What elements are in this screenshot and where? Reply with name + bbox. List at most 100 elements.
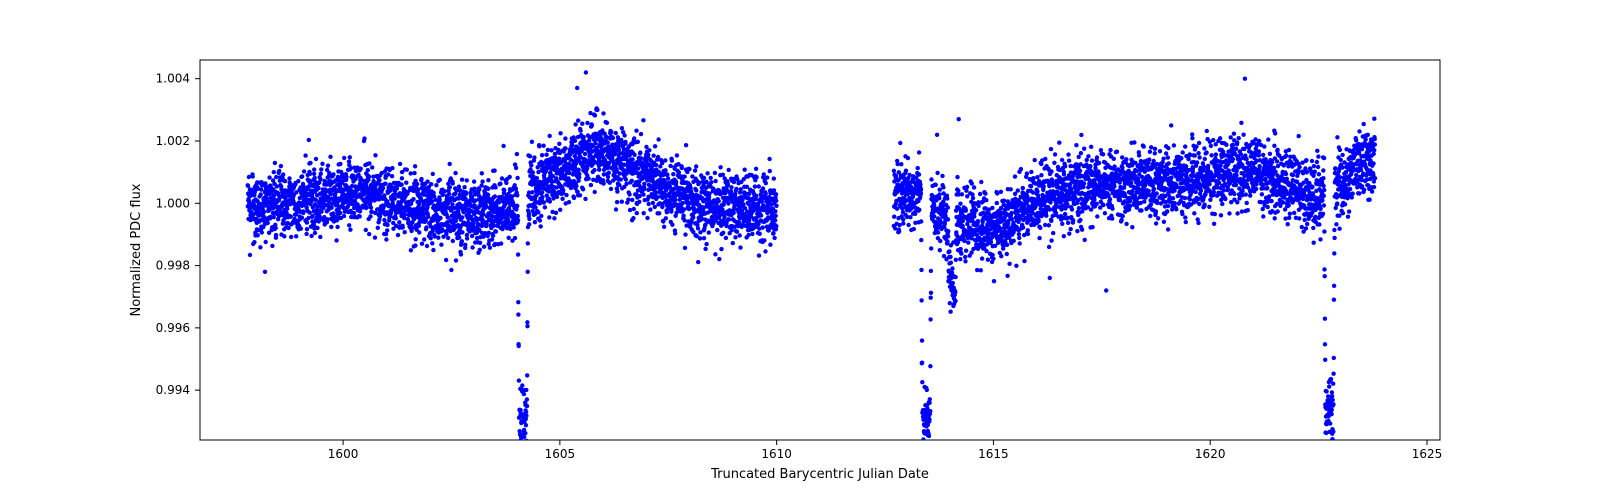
data-point [974, 208, 978, 212]
data-point [460, 230, 464, 234]
data-point [963, 259, 967, 263]
data-point [1067, 159, 1071, 163]
data-point [304, 232, 308, 236]
data-point [512, 225, 516, 229]
data-point [283, 179, 287, 183]
data-point [431, 248, 435, 252]
data-point [484, 221, 488, 225]
data-point [1044, 214, 1048, 218]
data-point [454, 258, 458, 262]
data-point [557, 142, 561, 146]
data-point [266, 221, 270, 225]
data-point [617, 171, 621, 175]
data-point [946, 229, 950, 233]
data-point [477, 187, 481, 191]
data-point [419, 177, 423, 181]
data-point [385, 228, 389, 232]
data-point [1021, 186, 1025, 190]
data-point [663, 158, 667, 162]
data-point [420, 242, 424, 246]
data-point [1095, 202, 1099, 206]
data-point [582, 135, 586, 139]
data-point [675, 153, 679, 157]
data-point [757, 253, 761, 257]
data-point [274, 233, 278, 237]
data-point [727, 168, 731, 172]
data-point [260, 230, 264, 234]
data-point [376, 226, 380, 230]
data-point [638, 150, 642, 154]
data-point [287, 176, 291, 180]
data-point [453, 171, 457, 175]
data-point [593, 141, 597, 145]
data-point [514, 166, 518, 170]
data-point [684, 143, 688, 147]
data-point [367, 161, 371, 165]
data-point [373, 153, 377, 157]
data-point [954, 258, 958, 262]
data-point [630, 179, 634, 183]
data-point [1082, 181, 1086, 185]
data-point [664, 216, 668, 220]
data-point [431, 172, 435, 176]
data-point [256, 233, 260, 237]
data-point [558, 208, 562, 212]
data-point [589, 183, 593, 187]
data-point [691, 215, 695, 219]
data-point [762, 172, 766, 176]
data-point [547, 215, 551, 219]
data-point [615, 200, 619, 204]
data-point [1005, 243, 1009, 247]
data-point [525, 324, 529, 328]
data-point [901, 217, 905, 221]
data-point [404, 181, 408, 185]
data-point [726, 183, 730, 187]
data-point [542, 200, 546, 204]
data-point [422, 237, 426, 241]
data-point [265, 196, 269, 200]
data-point [362, 136, 366, 140]
data-point [527, 222, 531, 226]
data-point [583, 197, 587, 201]
data-point [1074, 143, 1078, 147]
data-point [273, 161, 277, 165]
data-point [519, 461, 523, 465]
data-point [654, 163, 658, 167]
data-point [535, 176, 539, 180]
data-point [463, 243, 467, 247]
data-point [522, 392, 526, 396]
data-point [537, 144, 541, 148]
data-point [986, 258, 990, 262]
data-point [966, 240, 970, 244]
data-point [338, 162, 342, 166]
data-point [978, 192, 982, 196]
data-point [251, 174, 255, 178]
data-point [671, 172, 675, 176]
data-point [358, 209, 362, 213]
data-point [490, 237, 494, 241]
data-point [524, 388, 528, 392]
data-point [1124, 157, 1128, 161]
data-point [516, 214, 520, 218]
data-point [516, 312, 520, 316]
data-point [1047, 245, 1051, 249]
x-tick-label: 1625 [1412, 447, 1443, 461]
data-point [648, 207, 652, 211]
data-point [274, 226, 278, 230]
data-point [656, 137, 660, 141]
data-point [763, 249, 767, 253]
data-point [399, 182, 403, 186]
data-point [928, 317, 932, 321]
data-point [555, 195, 559, 199]
data-point [945, 239, 949, 243]
data-point [694, 188, 698, 192]
data-point [524, 414, 528, 418]
data-point [586, 176, 590, 180]
data-point [1108, 148, 1112, 152]
data-point [1083, 238, 1087, 242]
data-point [704, 242, 708, 246]
data-point [524, 439, 528, 443]
data-point [894, 174, 898, 178]
data-point [774, 199, 778, 203]
lightcurve-chart: 1600160516101615162016250.9940.9960.9981… [0, 0, 1600, 500]
